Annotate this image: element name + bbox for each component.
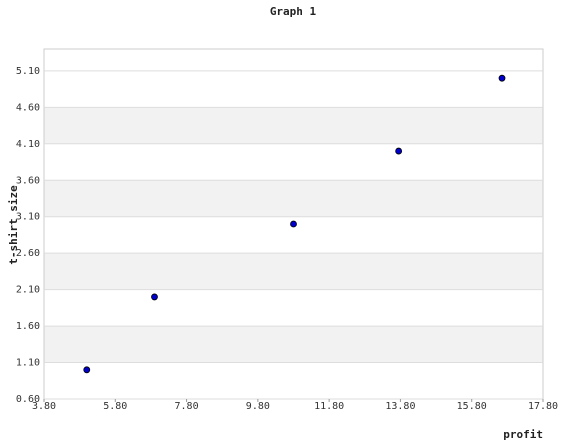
y-tick-label: 4.10 [16,139,40,150]
point [151,293,158,301]
y-tick-label: 2.10 [16,285,40,296]
x-tick-label: 7.80 [175,401,199,412]
x-tick-label: 11.80 [314,401,344,412]
grid-band [44,107,543,144]
point [395,147,403,155]
plot-bands [44,107,543,363]
x-tick-label: 5.80 [103,401,127,412]
point [290,220,297,228]
y-tick-label: 0.60 [16,394,40,405]
y-tick-label: 1.60 [16,321,40,332]
y-tick-label: 4.60 [16,102,40,113]
grid-band [44,180,543,217]
x-tick-label: 9.80 [246,401,270,412]
y-tick-label: 2.60 [16,248,40,259]
chart-title: Graph 1 [270,5,317,18]
x-tick-label: 15.80 [457,401,487,412]
y-tick-label: 3.60 [16,175,40,186]
x-tick-label: 17.80 [528,401,558,412]
y-tick-label: 1.10 [16,358,40,369]
y-tick-label: 3.10 [16,212,40,223]
point [498,74,506,82]
grid-band [44,326,543,363]
x-tick-label: 13.80 [385,401,415,412]
grid-band [44,253,543,290]
y-tick-label: 5.10 [16,66,40,77]
y-axis-label: t-shirt size [7,185,20,265]
x-tick-label: 3.80 [32,401,56,412]
x-axis-label: profit [503,428,543,441]
point [83,366,91,374]
